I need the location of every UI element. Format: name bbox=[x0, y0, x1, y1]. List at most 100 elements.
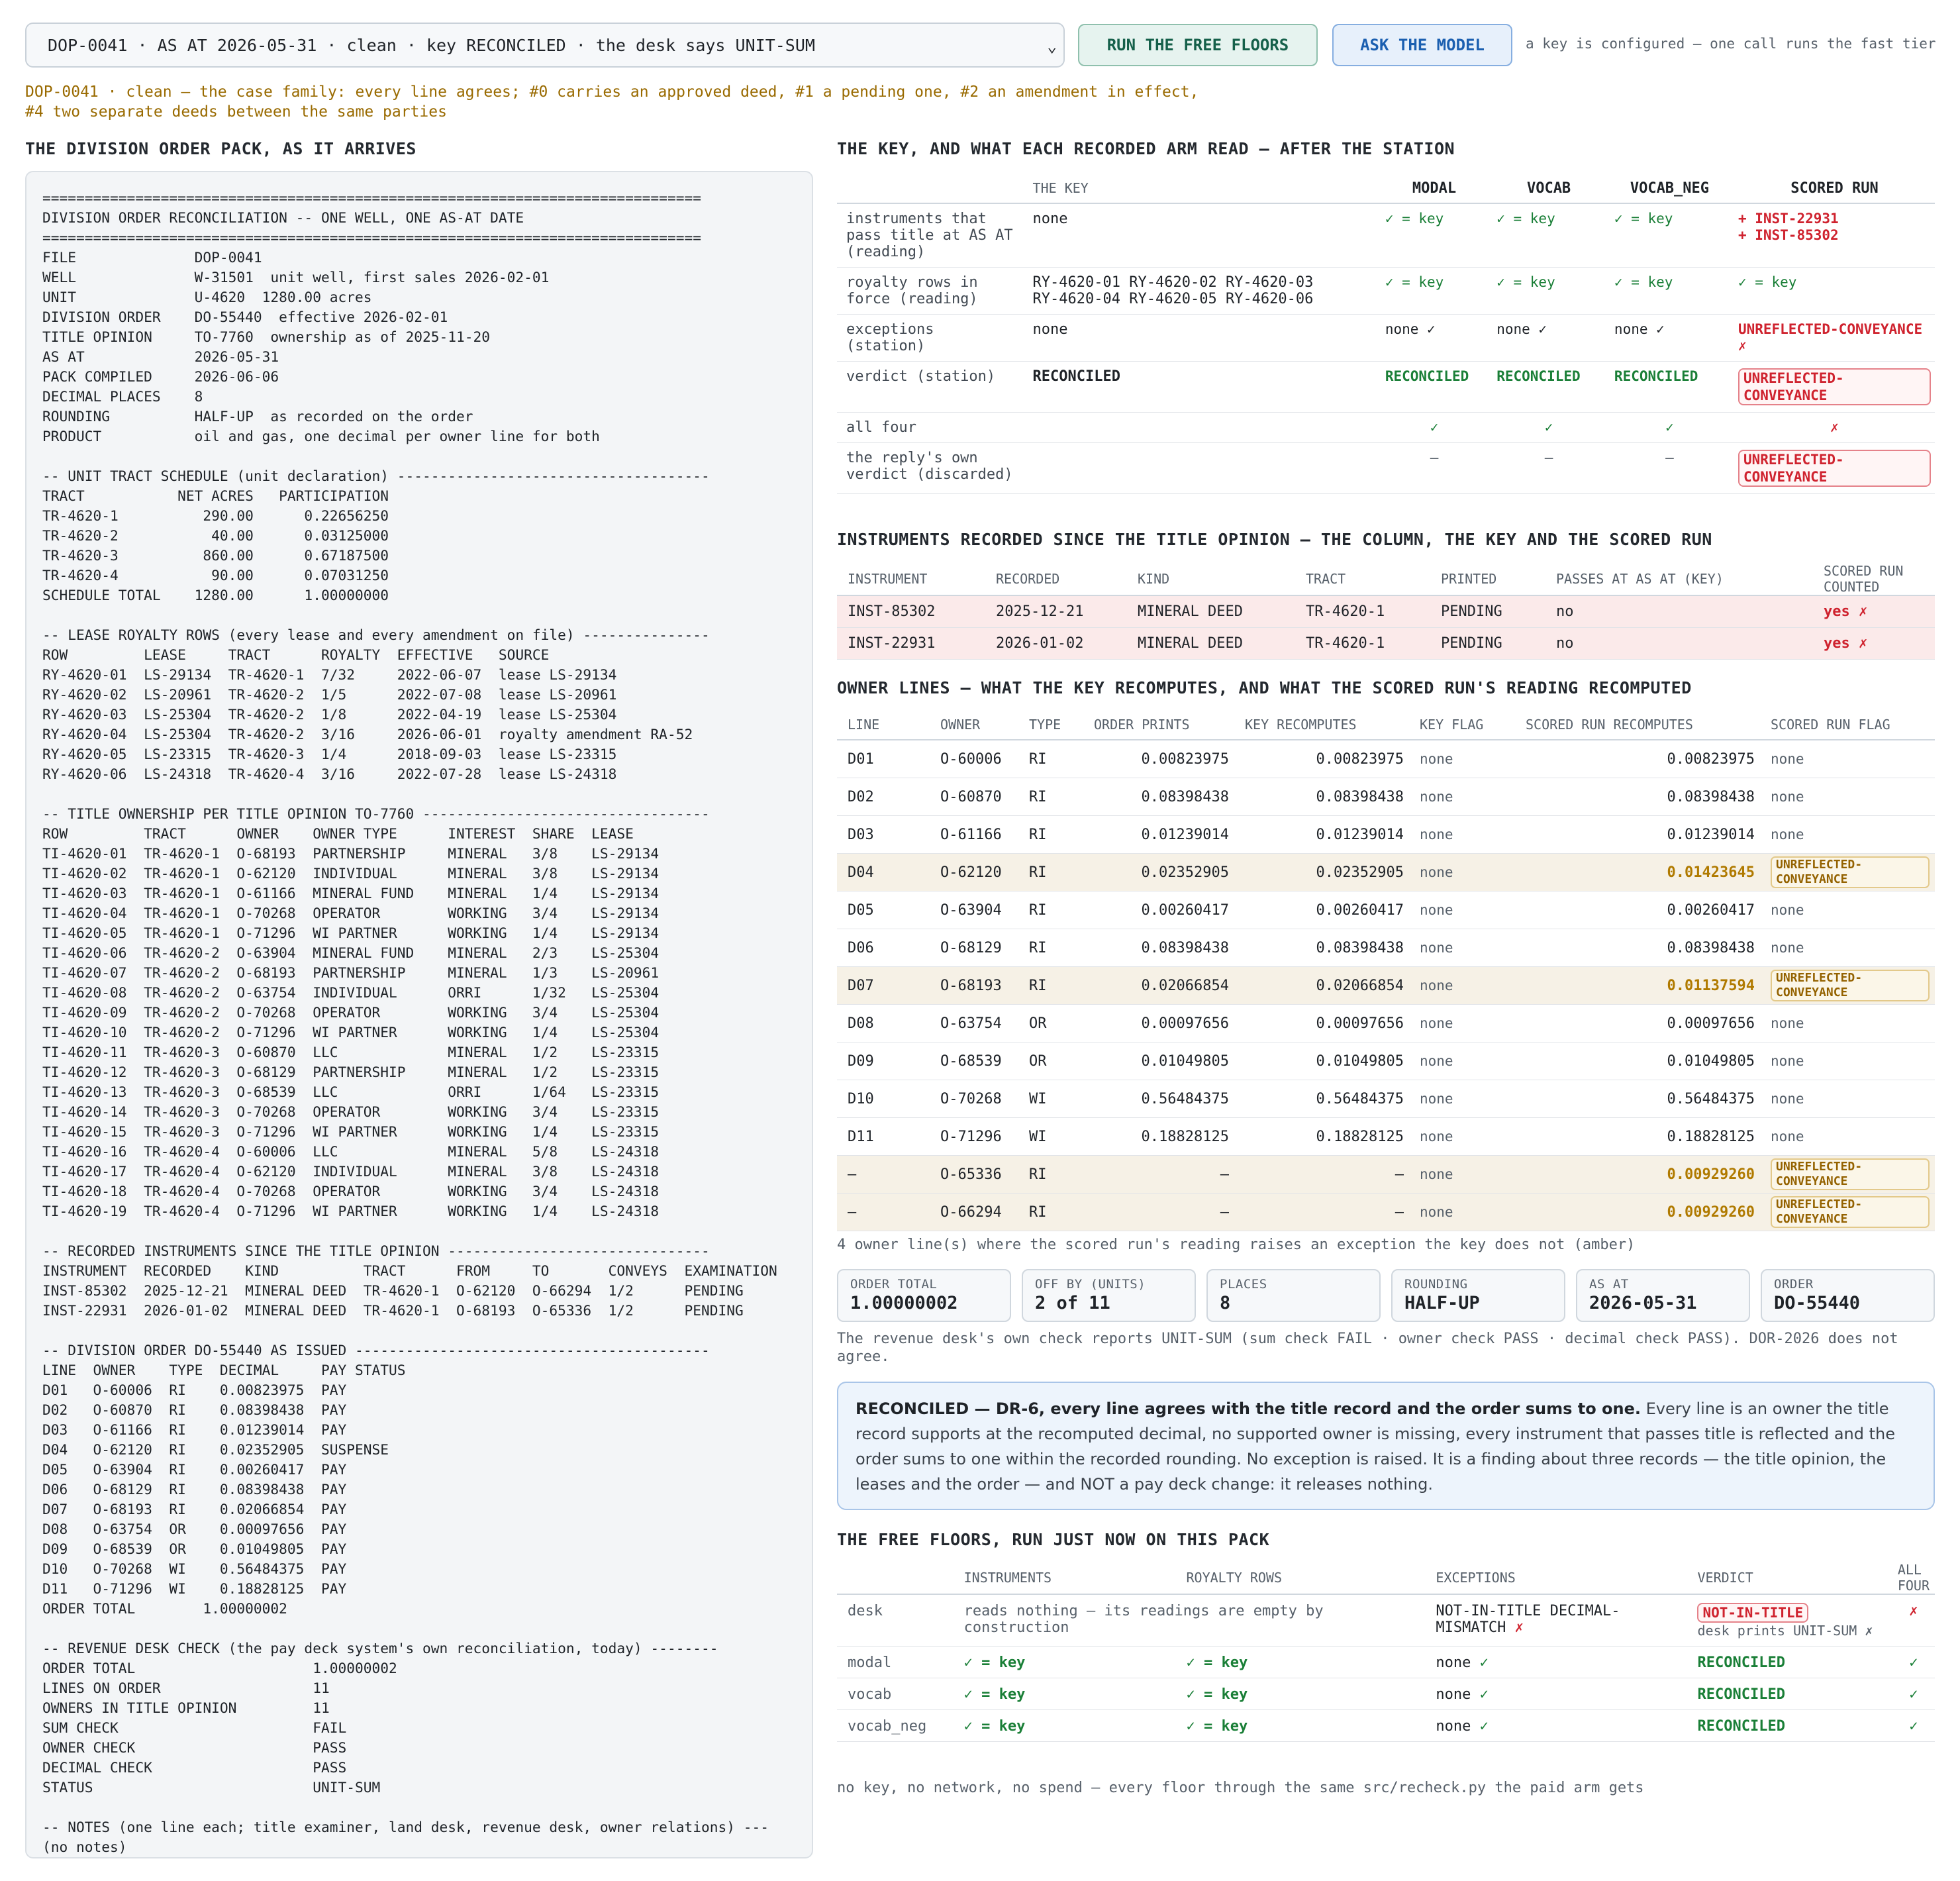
owner-line-row[interactable]: D06 O-68129 RI 0.08398438 0.08398438 none 0.08… bbox=[837, 929, 1935, 967]
owner-table-header: OWNER bbox=[930, 710, 1018, 740]
floors-table-header: EXCEPTIONS bbox=[1425, 1562, 1687, 1595]
scored-flag-value: none bbox=[1771, 1053, 1804, 1069]
key-value: none bbox=[1023, 314, 1376, 362]
case-select[interactable]: DOP-0041 · AS AT 2026-05-31 · clean · ke… bbox=[25, 23, 1065, 68]
floor-all-four: ✓ bbox=[1886, 1709, 1935, 1742]
instruments-table-header: RECORDED bbox=[985, 563, 1127, 596]
pack-line: TI-4620-18 TR-4620-4 O-70268 OPERATOR WO… bbox=[42, 1183, 660, 1199]
owner-table-header: ORDER PRINTS bbox=[1083, 710, 1234, 740]
floor-exceptions: none ✓ bbox=[1425, 1646, 1687, 1678]
owner-line-row[interactable]: D01 O-60006 RI 0.00823975 0.00823975 none 0.00… bbox=[837, 740, 1935, 778]
key-row-label: royalty rows in force (reading) bbox=[837, 267, 1024, 315]
case-banner-line: DOP-0041 · clean — the case family: ever… bbox=[25, 83, 1199, 101]
owner-line-row[interactable]: D02 O-60870 RI 0.08398438 0.08398438 none 0.08… bbox=[837, 778, 1935, 816]
instrument-recorded: 2026-01-02 bbox=[985, 627, 1127, 660]
pack-line: -- UNIT TRACT SCHEDULE (unit declaration… bbox=[42, 468, 710, 484]
instrument-row[interactable]: INST-22931 2026-01-02 MINERAL DEED TR-4620-… bbox=[837, 627, 1935, 660]
owner-line-row[interactable]: D10 O-70268 WI 0.56484375 0.56484375 none 0.56… bbox=[837, 1080, 1935, 1118]
pack-line: TI-4620-07 TR-4620-2 O-68193 PARTNERSHIP… bbox=[42, 964, 660, 981]
pack-line: -- NOTES (one line each; title examiner,… bbox=[42, 1819, 769, 1835]
pack-line: INSTRUMENT RECORDED KIND TRACT FROM TO C… bbox=[42, 1262, 777, 1279]
stat-label: OFF BY (UNITS) bbox=[1035, 1277, 1146, 1292]
key-value: RECONCILED bbox=[1023, 361, 1376, 413]
pack-line: TI-4620-03 TR-4620-1 O-61166 MINERAL FUN… bbox=[42, 885, 660, 901]
floor-row: vocab_neg ✓ = key ✓ = key none ✓ RECONCILED ✓ bbox=[837, 1709, 1935, 1742]
floors-table-header: ALL FOUR bbox=[1886, 1562, 1935, 1595]
owner-line-id: D10 bbox=[837, 1080, 930, 1118]
instruments-table-header: KIND bbox=[1127, 563, 1295, 596]
pack-line: -- RECORDED INSTRUMENTS SINCE THE TITLE … bbox=[42, 1243, 710, 1259]
scored-flag-value: none bbox=[1771, 902, 1804, 918]
owner-line-row[interactable]: D08 O-63754 OR 0.00097656 0.00097656 none 0.00… bbox=[837, 1004, 1935, 1042]
owner-line-row[interactable]: D05 O-63904 RI 0.00260417 0.00260417 none 0.00… bbox=[837, 891, 1935, 929]
instrument-counted: yes ✗ bbox=[1813, 627, 1935, 660]
run-free-floors-button[interactable]: RUN THE FREE FLOORS bbox=[1078, 24, 1318, 66]
pack-line: SUM CHECK FAIL bbox=[42, 1719, 347, 1736]
pack-line: STATUS UNIT-SUM bbox=[42, 1779, 381, 1796]
arm-scored-cell: UNREFLECTED-CONVEYANCE ✗ bbox=[1728, 314, 1935, 362]
order-prints: 0.00260417 bbox=[1083, 891, 1234, 929]
owner-line-row[interactable]: D09 O-68539 OR 0.01049805 0.01049805 none 0.01… bbox=[837, 1042, 1935, 1080]
owner-id: O-63904 bbox=[930, 891, 1018, 929]
free-floors-table: INSTRUMENTS ROYALTY ROWS EXCEPTIONS VERD… bbox=[837, 1562, 1935, 1742]
key-table: THE KEY MODAL VOCAB VOCAB_NEG SCORED RUN… bbox=[837, 174, 1935, 494]
owner-line-row[interactable]: — O-66294 RI — — none 0.00929260 UNREFLECTED-CO… bbox=[837, 1193, 1935, 1231]
floor-royalty: ✓ = key bbox=[1175, 1678, 1426, 1710]
check-icon: ✓ bbox=[1479, 1686, 1489, 1703]
pack-line: RY-4620-02 LS-20961 TR-4620-2 1/5 2022-0… bbox=[42, 686, 617, 703]
pack-line: SCHEDULE TOTAL 1280.00 1.00000000 bbox=[42, 587, 389, 603]
ask-model-button[interactable]: ASK THE MODEL bbox=[1332, 24, 1512, 66]
scored-flag-value: none bbox=[1771, 1129, 1804, 1144]
floor-exceptions: none ✓ bbox=[1425, 1678, 1687, 1710]
owner-id: O-71296 bbox=[930, 1117, 1018, 1156]
pack-line: D03 O-61166 RI 0.01239014 PAY bbox=[42, 1421, 347, 1438]
owner-line-row[interactable]: D07 O-68193 RI 0.02066854 0.02066854 none 0.01… bbox=[837, 966, 1935, 1005]
instrument-tract: TR-4620-1 bbox=[1295, 627, 1430, 660]
floor-exceptions-value: none ✓ bbox=[1436, 1718, 1489, 1735]
division-order-pack[interactable]: ========================================… bbox=[25, 171, 813, 1858]
instrument-counted: yes ✗ bbox=[1813, 595, 1935, 628]
instrument-row[interactable]: INST-85302 2025-12-21 MINERAL DEED TR-4620-… bbox=[837, 595, 1935, 628]
key-table-row: exceptions (station) none none ✓ none ✓ none… bbox=[837, 314, 1935, 362]
pack-line: PRODUCT oil and gas, one decimal per own… bbox=[42, 428, 600, 444]
floor-all-four: ✓ bbox=[1886, 1646, 1935, 1678]
key-flag: none bbox=[1409, 1155, 1515, 1194]
floors-table-header bbox=[837, 1562, 954, 1595]
pack-line: D04 O-62120 RI 0.02352905 SUSPENSE bbox=[42, 1441, 389, 1458]
order-prints: 0.08398438 bbox=[1083, 778, 1234, 816]
floors-section-title: THE FREE FLOORS, RUN JUST NOW ON THIS PA… bbox=[837, 1530, 1270, 1549]
pack-line: D02 O-60870 RI 0.08398438 PAY bbox=[42, 1401, 347, 1418]
stat-label: AS AT bbox=[1589, 1277, 1629, 1292]
arm-value: — bbox=[1665, 450, 1674, 466]
arm-value: — bbox=[1430, 450, 1439, 466]
floor-verdict-sub: desk prints UNIT-SUM ✗ bbox=[1697, 1623, 1873, 1639]
instrument-tract: TR-4620-1 bbox=[1295, 595, 1430, 628]
arm-value: none ✓ bbox=[1496, 321, 1547, 337]
owner-line-row[interactable]: D11 O-71296 WI 0.18828125 0.18828125 none 0.18… bbox=[837, 1117, 1935, 1156]
pack-line: TI-4620-09 TR-4620-2 O-70268 OPERATOR WO… bbox=[42, 1004, 660, 1021]
floor-exceptions: none ✓ bbox=[1425, 1709, 1687, 1742]
pack-line: TI-4620-04 TR-4620-1 O-70268 OPERATOR WO… bbox=[42, 905, 660, 921]
key-row-label: exceptions (station) bbox=[837, 314, 1024, 362]
stat-label: ORDER bbox=[1774, 1277, 1814, 1292]
stat-value: DO-55440 bbox=[1774, 1293, 1861, 1313]
scored-recomputes: 0.00929260 bbox=[1515, 1155, 1760, 1194]
owner-table-header: KEY FLAG bbox=[1409, 710, 1515, 740]
arm-modal-cell: ✓ = key bbox=[1375, 267, 1488, 315]
stat-label: ORDER TOTAL bbox=[850, 1277, 938, 1292]
owner-line-row[interactable]: — O-65336 RI — — none 0.00929260 UNREFLECTED-CO… bbox=[837, 1155, 1935, 1194]
owner-line-row[interactable]: D03 O-61166 RI 0.01239014 0.01239014 none 0.01… bbox=[837, 815, 1935, 854]
stat-value: 2026-05-31 bbox=[1589, 1293, 1697, 1313]
pack-line: LINE OWNER TYPE DECIMAL PAY STATUS bbox=[42, 1362, 406, 1378]
arm-vocab-neg-cell: — bbox=[1604, 442, 1729, 494]
owner-line-id: D09 bbox=[837, 1042, 930, 1080]
instruments-table-header: PASSES AT AS AT (KEY) bbox=[1545, 563, 1813, 596]
arm-value: RECONCILED bbox=[1385, 368, 1469, 384]
owner-line-id: D01 bbox=[837, 740, 930, 778]
scored-flag-value: none bbox=[1771, 827, 1804, 842]
instruments-table: INSTRUMENT RECORDED KIND TRACT PRINTED P… bbox=[837, 563, 1935, 660]
owner-line-row[interactable]: D04 O-62120 RI 0.02352905 0.02352905 none 0.01… bbox=[837, 853, 1935, 891]
key-section-title: THE KEY, AND WHAT EACH RECORDED ARM READ… bbox=[837, 139, 1455, 158]
key-recomputes: 0.08398438 bbox=[1234, 929, 1409, 967]
